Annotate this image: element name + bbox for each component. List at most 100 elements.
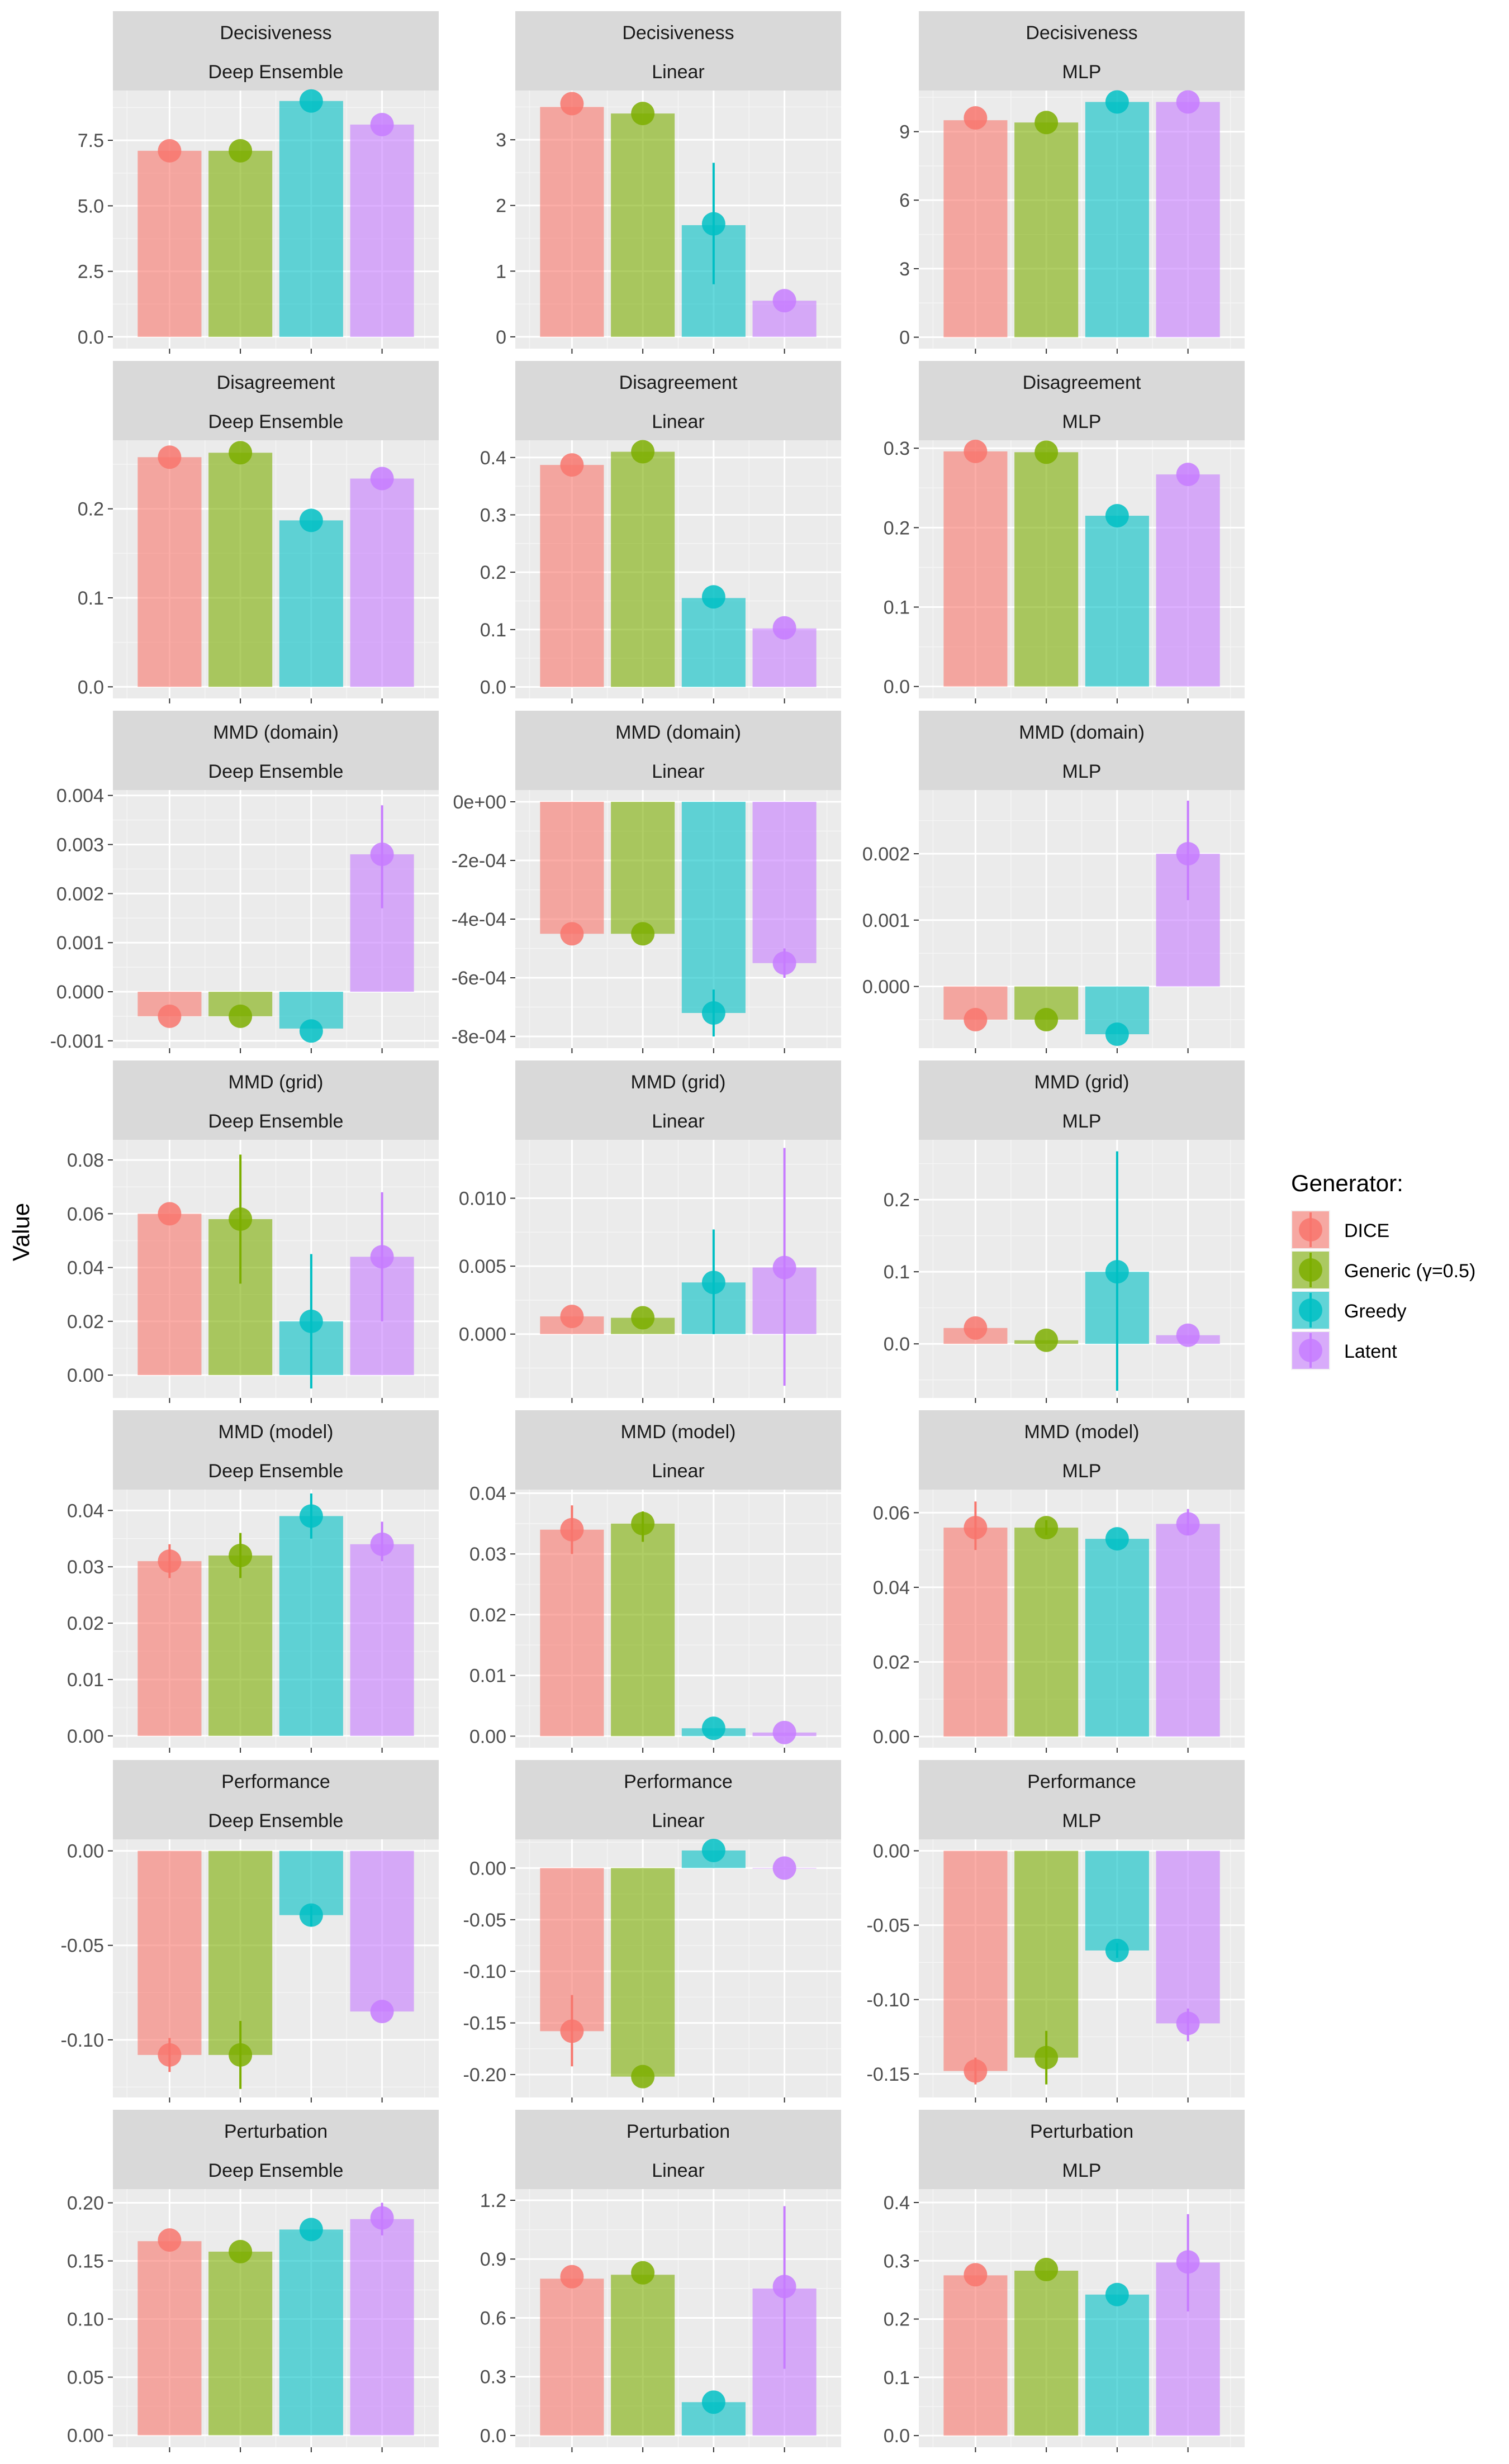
point-dice [158,1202,182,1226]
point-generic-0-5 [229,2043,253,2067]
facet-strip-row-label: Decisiveness [220,22,331,44]
y-tick-label: 0.0 [78,327,104,348]
facet-strip-row-label: MMD (model) [219,1421,334,1443]
panel-performance-linear: Performance Linear -0.20 -0.15 -0.10 -0.05 0.0… [463,1760,841,2103]
point-generic-0-5 [631,440,655,464]
point-generic-0-5 [229,1544,253,1568]
point-greedy [701,1271,725,1295]
point-generic-0-5 [1035,2046,1059,2070]
point-dice [158,2043,182,2067]
facet-strip-col-label: Linear [652,411,705,432]
point-dice [560,92,584,116]
panel-disagreement-mlp: Disagreement MLP 0.0 0.1 0.2 0.3 [884,361,1245,703]
panel-disagreement-deep-ensemble: Disagreement Deep Ensemble 0.0 0.1 0.2 [78,361,439,703]
y-tick-label: 0.3 [884,438,910,459]
y-tick-label: 0.00 [469,1858,506,1879]
facet-strip-row-label: Disagreement [619,372,738,393]
bar-generic-0-5 [1014,1528,1079,1737]
panel-mmd-domain-mlp: MMD (domain) MLP 0.000 0.001 0.002 [862,711,1245,1053]
y-tick-label: 0 [496,327,506,348]
bar-dice [943,120,1008,337]
panel-decisiveness-mlp: Decisiveness MLP 0 3 6 9 [899,11,1245,354]
y-tick-label: 0.0 [884,677,910,698]
y-tick-label: 3 [496,130,506,151]
y-tick-label: 0.0 [480,677,506,698]
facet-strip-row-label: Performance [624,1771,733,1792]
y-tick-label: 0.3 [480,505,506,526]
panel-decisiveness-deep-ensemble: Decisiveness Deep Ensemble 0.0 2.5 5.0 7.5 [78,11,439,354]
facet-strip-col-label: Deep Ensemble [208,1810,344,1832]
panel-mmd-grid-deep-ensemble: MMD (grid) Deep Ensemble 0.00 0.02 0.04 0.06 0… [67,1060,439,1403]
y-tick-label: 0.02 [873,1652,910,1673]
point-greedy [299,1504,323,1528]
y-tick-label: 0.005 [459,1256,506,1277]
y-tick-label: 0.04 [469,1483,506,1505]
bar-latent [350,2219,414,2436]
bar-greedy [1085,516,1149,687]
bar-greedy [279,1516,343,1736]
facet-strip-col-label: Linear [652,61,705,83]
point-dice [560,1305,584,1329]
point-latent [370,843,394,867]
facet-strip [919,2110,1245,2189]
point-dice [964,439,988,463]
y-tick-label: -6e-04 [452,968,506,989]
y-tick-label: 0.10 [67,2309,104,2330]
y-tick-label: 0e+00 [453,792,507,813]
panel-performance-deep-ensemble: Performance Deep Ensemble -0.10 -0.05 0.00 [61,1760,439,2103]
facet-strip-col-label: Deep Ensemble [208,761,344,782]
facet-strip [113,1060,439,1140]
point-greedy [299,1019,323,1043]
facet-strip [919,1060,1245,1140]
facet-strip-row-label: MMD (domain) [615,722,741,743]
point-dice [964,2263,988,2287]
point-latent [370,1245,394,1269]
point-greedy [1105,1527,1129,1551]
y-tick-label: 0.2 [884,1190,910,1211]
point-greedy [299,1309,323,1333]
point-latent [370,467,394,491]
bar-latent [1156,102,1220,337]
point-dice [560,1518,584,1542]
point-greedy [1105,1022,1129,1047]
point-dice [964,2059,988,2083]
legend-label: DICE [1344,1220,1389,1241]
point-latent [772,951,796,975]
point-generic-0-5 [631,1511,655,1535]
bar-latent [1156,1524,1220,1737]
y-tick-label: 0.01 [67,1669,104,1691]
legend-title: Generator: [1291,1170,1403,1196]
y-axis-title: Value [8,1203,34,1261]
y-tick-label: 0.04 [873,1577,910,1599]
point-latent [1176,1512,1200,1536]
bar-latent [350,478,414,687]
point-latent [370,2206,394,2230]
point-dice [964,1516,988,1540]
point-greedy [1105,2282,1129,2306]
y-tick-label: 0.2 [884,517,910,539]
facet-strip [113,711,439,790]
facet-strip-col-label: Deep Ensemble [208,1111,344,1132]
bar-generic-0-5 [1014,2271,1079,2436]
y-tick-label: 3 [899,259,910,280]
bar-dice [137,2241,202,2436]
point-greedy [299,508,323,532]
y-tick-label: 0.002 [862,844,910,865]
panel-mmd-model-linear: MMD (model) Linear 0.00 0.01 0.02 0.03 0.04 [469,1410,841,1753]
point-latent [370,112,394,136]
legend-label: Latent [1344,1341,1397,1362]
y-tick-label: 0.0 [78,677,104,698]
facet-strip-col-label: Linear [652,1810,705,1832]
facet-strip-row-label: Perturbation [1030,2121,1133,2142]
y-tick-label: 0.02 [469,1605,506,1626]
point-greedy [701,585,725,609]
point-dice [560,453,584,477]
point-generic-0-5 [1035,1328,1059,1352]
point-dice [964,106,988,130]
facet-strip-row-label: MMD (domain) [213,722,339,743]
point-dice [158,139,182,163]
legend: Generator: DICE Generic (γ=0.5) Greedy Late… [1291,1170,1475,1370]
facet-strip-row-label: MMD (domain) [1019,722,1145,743]
legend-entries: DICE Generic (γ=0.5) Greedy Latent [1291,1210,1475,1370]
bar-generic-0-5 [1014,452,1079,687]
